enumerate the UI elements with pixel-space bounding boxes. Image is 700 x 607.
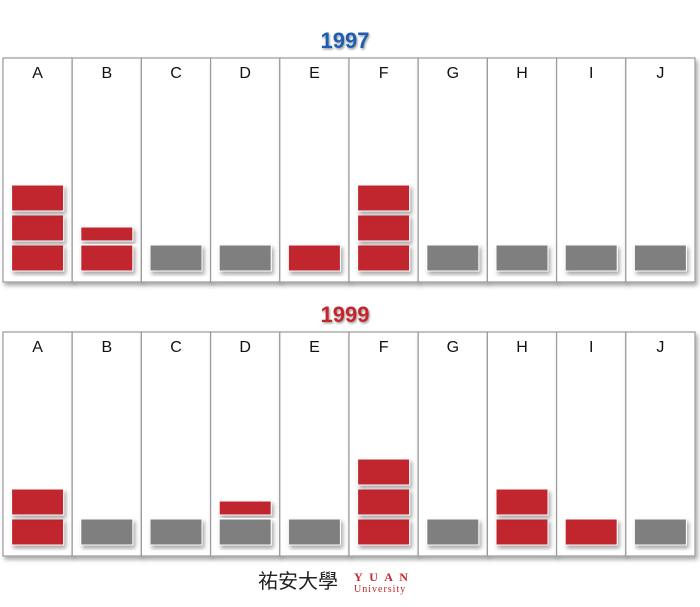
block — [11, 244, 65, 272]
block — [11, 184, 65, 212]
category-label: B — [101, 65, 112, 82]
zero-block — [218, 518, 272, 546]
zero-block — [149, 244, 203, 272]
block — [11, 488, 65, 516]
zero-block — [287, 518, 341, 546]
category-label: E — [309, 65, 320, 82]
block — [495, 488, 549, 516]
zero-block — [218, 244, 272, 272]
category-label: F — [379, 65, 389, 82]
zero-block — [633, 244, 687, 272]
panel-title: 1999 — [321, 302, 370, 327]
block — [357, 244, 411, 272]
category-label: G — [447, 65, 459, 82]
partial-block — [80, 226, 134, 242]
category-label: C — [170, 65, 182, 82]
block — [495, 518, 549, 546]
category-label: B — [101, 339, 112, 356]
block — [357, 184, 411, 212]
zero-block — [495, 244, 549, 272]
block — [11, 518, 65, 546]
logo-sub: University — [354, 584, 406, 595]
zero-block — [564, 244, 618, 272]
panel-title: 1997 — [321, 28, 370, 53]
block — [287, 244, 341, 272]
zero-block — [633, 518, 687, 546]
category-label: A — [32, 65, 43, 82]
block — [357, 488, 411, 516]
category-label: J — [656, 65, 664, 82]
block — [357, 518, 411, 546]
logo-cn: 祐安大學 — [258, 570, 338, 593]
logo-en: Y U A N — [354, 570, 410, 584]
category-label: C — [170, 339, 182, 356]
category-label: G — [447, 339, 459, 356]
category-label: I — [589, 65, 593, 82]
zero-block — [426, 244, 480, 272]
category-label: D — [239, 65, 251, 82]
category-label: I — [589, 339, 593, 356]
zero-block — [80, 518, 134, 546]
category-label: H — [516, 65, 528, 82]
block — [357, 458, 411, 486]
block — [80, 244, 134, 272]
partial-block — [218, 500, 272, 516]
category-label: A — [32, 339, 43, 356]
zero-block — [149, 518, 203, 546]
block — [564, 518, 618, 546]
zero-block — [426, 518, 480, 546]
category-label: F — [379, 339, 389, 356]
category-label: J — [656, 339, 664, 356]
category-label: D — [239, 339, 251, 356]
category-label: H — [516, 339, 528, 356]
category-label: E — [309, 339, 320, 356]
block — [11, 214, 65, 242]
block — [357, 214, 411, 242]
